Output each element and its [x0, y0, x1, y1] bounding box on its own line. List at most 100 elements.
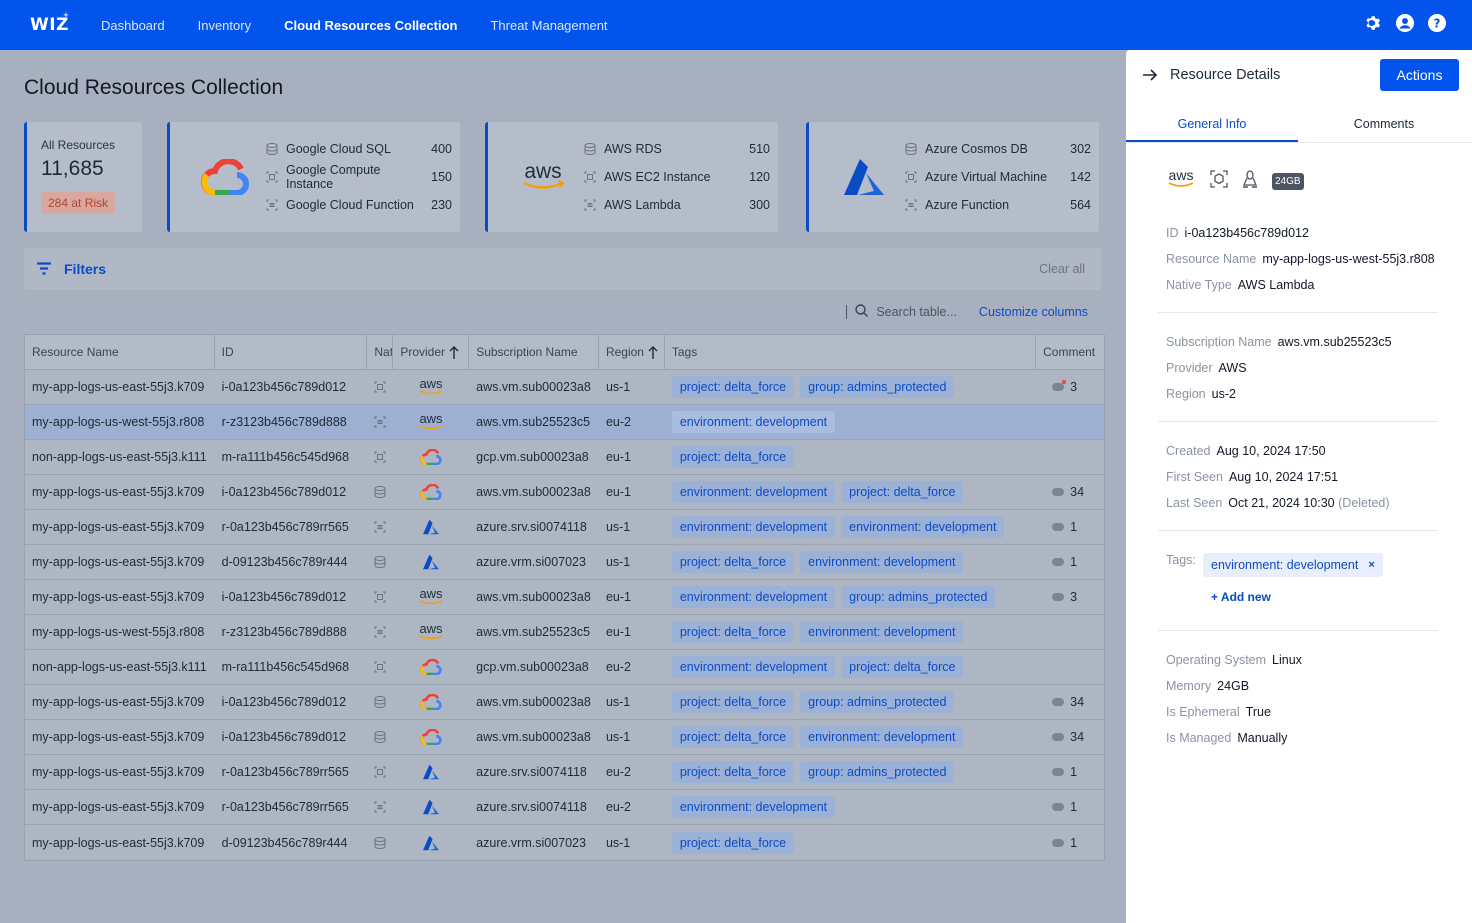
remove-tag-icon[interactable]: × — [1368, 559, 1375, 571]
cell-comment[interactable] — [1036, 440, 1104, 474]
tab-comments[interactable]: Comments — [1353, 117, 1415, 131]
cell-resource-name[interactable]: my-app-logs-us-east-55j3.k709 — [32, 800, 205, 814]
provider-row[interactable]: Google Cloud SQL 400 — [266, 140, 452, 158]
tab-general-info[interactable]: General Info — [1126, 108, 1298, 142]
provider-row[interactable]: AWS Lambda 300 — [584, 196, 770, 214]
table-row[interactable]: my-app-logs-us-east-55j3.k709 r-0a123b456… — [25, 790, 1104, 825]
tag-chip[interactable]: environment: development — [671, 516, 836, 538]
tag-chip[interactable]: group: admins_protected — [841, 586, 996, 608]
cell-resource-name[interactable]: my-app-logs-us-east-55j3.k709 — [32, 485, 205, 499]
tag-chip[interactable]: group: admins_protected — [800, 691, 955, 713]
table-row[interactable]: my-app-logs-us-east-55j3.k709 d-09123b456… — [25, 825, 1104, 860]
sort-up-icon[interactable] — [648, 345, 658, 359]
table-row[interactable]: my-app-logs-us-east-55j3.k709 i-0a123b456… — [25, 685, 1104, 720]
cell-resource-name[interactable]: my-app-logs-us-east-55j3.k709 — [32, 380, 205, 394]
nav-dashboard[interactable]: Dashboard — [101, 17, 165, 33]
cell-resource-name[interactable]: non-app-logs-us-east-55j3.k111 — [32, 660, 207, 674]
cell-comment[interactable] — [1036, 405, 1104, 439]
tag-chip[interactable]: group: admins_protected — [800, 761, 955, 783]
nav-inventory[interactable]: Inventory — [197, 17, 252, 33]
column-header-native-type[interactable]: Nat — [367, 335, 394, 369]
nav-cloud-resources-collection[interactable]: Cloud Resources Collection — [284, 17, 458, 33]
tag-chip[interactable]: group: admins_protected — [800, 376, 955, 398]
cell-comment[interactable]: 1 — [1036, 755, 1104, 789]
customize-columns-link[interactable]: Customize columns — [978, 305, 1088, 319]
azure-card[interactable]: Azure Cosmos DB 302 Azure Virtual Machin… — [806, 122, 1099, 232]
at-risk-badge[interactable]: 284 at Risk — [41, 192, 116, 214]
cell-resource-name[interactable]: my-app-logs-us-east-55j3.k709 — [32, 765, 205, 779]
cell-comment[interactable]: 3 — [1036, 580, 1104, 614]
cell-comment[interactable] — [1036, 615, 1104, 649]
table-row[interactable]: my-app-logs-us-east-55j3.k709 i-0a123b456… — [25, 475, 1104, 510]
resource-tag[interactable]: environment: development × — [1203, 553, 1383, 577]
user-icon[interactable] — [1396, 14, 1414, 32]
cell-resource-name[interactable]: my-app-logs-us-east-55j3.k709 — [32, 590, 205, 604]
all-resources-card[interactable]: All Resources 11,685 284 at Risk — [24, 122, 142, 232]
cell-resource-name[interactable]: my-app-logs-us-east-55j3.k709 — [32, 730, 205, 744]
tag-chip[interactable]: project: delta_force — [671, 551, 795, 573]
tag-chip[interactable]: project: delta_force — [671, 831, 795, 854]
clear-all-button[interactable]: Clear all — [1039, 262, 1085, 276]
collapse-arrow-icon[interactable] — [1142, 67, 1158, 88]
table-row[interactable]: my-app-logs-us-east-55j3.k709 r-0a123b456… — [25, 510, 1104, 545]
column-header-id[interactable]: ID — [215, 335, 368, 369]
column-header-subscription-name[interactable]: Subscription Name — [469, 335, 599, 369]
table-row[interactable]: non-app-logs-us-east-55j3.k111 m-ra111b45… — [25, 650, 1104, 685]
cell-comment[interactable]: 34 — [1036, 685, 1104, 719]
cell-comment[interactable]: 1 — [1036, 790, 1104, 824]
cell-comment[interactable]: 1 — [1036, 545, 1104, 579]
tag-chip[interactable]: project: delta_force — [671, 621, 795, 643]
tag-chip[interactable]: environment: development — [800, 726, 964, 748]
cell-resource-name[interactable]: my-app-logs-us-east-55j3.k709 — [32, 835, 205, 850]
cell-comment[interactable] — [1036, 650, 1104, 684]
provider-row[interactable]: Google Compute Instance 150 — [266, 163, 452, 191]
table-row[interactable]: my-app-logs-us-east-55j3.k709 d-09123b456… — [25, 545, 1104, 580]
table-row[interactable]: my-app-logs-us-east-55j3.k709 i-0a123b456… — [25, 370, 1104, 405]
column-header-provider[interactable]: Provider — [393, 335, 470, 369]
tag-chip[interactable]: environment: development — [841, 516, 1005, 538]
provider-row[interactable]: Azure Virtual Machine 142 — [905, 168, 1091, 186]
filters-bar[interactable]: Filters Clear all — [24, 248, 1101, 290]
sort-up-icon[interactable] — [449, 345, 459, 359]
provider-row[interactable]: Azure Cosmos DB 302 — [905, 140, 1091, 158]
provider-row[interactable]: AWS EC2 Instance 120 — [584, 168, 770, 186]
tag-chip[interactable]: environment: development — [671, 586, 836, 608]
table-row[interactable]: my-app-logs-us-east-55j3.k709 r-0a123b456… — [25, 755, 1104, 790]
table-row[interactable]: my-app-logs-us-west-55j3.r808 r-z3123b456… — [25, 615, 1104, 650]
tag-chip[interactable]: project: delta_force — [671, 691, 795, 713]
table-row[interactable]: my-app-logs-us-east-55j3.k709 i-0a123b456… — [25, 580, 1104, 615]
cell-comment[interactable]: 1 — [1036, 825, 1104, 860]
cell-resource-name[interactable]: my-app-logs-us-east-55j3.k709 — [32, 520, 205, 534]
nav-threat-management[interactable]: Threat Management — [490, 17, 608, 33]
search-icon[interactable] — [855, 304, 869, 320]
tag-chip[interactable]: environment: development — [671, 481, 836, 503]
cell-comment[interactable]: 34 — [1036, 720, 1104, 754]
table-row[interactable]: non-app-logs-us-east-55j3.k111 m-ra111b45… — [25, 440, 1104, 475]
column-header-region[interactable]: Region — [599, 335, 665, 369]
tag-chip[interactable]: project: delta_force — [841, 656, 964, 678]
column-header-resource-name[interactable]: Resource Name — [25, 335, 215, 369]
tag-chip[interactable]: environment: development — [671, 656, 836, 678]
aws-card[interactable]: aws AWS RDS 510 AWS EC2 Instance 120 AWS… — [485, 122, 778, 232]
search-table-input[interactable]: Search table... — [876, 305, 957, 319]
cell-resource-name[interactable]: my-app-logs-us-west-55j3.r808 — [32, 415, 205, 429]
column-header-comment[interactable]: Comment — [1043, 345, 1096, 359]
wiz-logo[interactable]: WIZ + — [30, 11, 70, 35]
add-new-tag-button[interactable]: + Add new — [1211, 590, 1271, 604]
tag-chip[interactable]: environment: development — [671, 411, 836, 433]
tag-chip[interactable]: project: delta_force — [841, 481, 964, 503]
table-row[interactable]: my-app-logs-us-east-55j3.k709 i-0a123b456… — [25, 720, 1104, 755]
cell-resource-name[interactable]: non-app-logs-us-east-55j3.k111 — [32, 450, 207, 464]
tag-chip[interactable]: environment: development — [800, 551, 964, 573]
tag-chip[interactable]: environment: development — [800, 621, 964, 643]
gear-icon[interactable] — [1364, 14, 1382, 32]
google-cloud-card[interactable]: Google Cloud SQL 400 Google Compute Inst… — [167, 122, 460, 232]
tag-chip[interactable]: project: delta_force — [671, 376, 795, 398]
tag-chip[interactable]: project: delta_force — [671, 446, 795, 468]
tag-chip[interactable]: project: delta_force — [671, 726, 795, 748]
cell-resource-name[interactable]: my-app-logs-us-east-55j3.k709 — [32, 555, 205, 569]
tag-chip[interactable]: environment: development — [671, 796, 836, 818]
provider-row[interactable]: Google Cloud Function 230 — [266, 196, 452, 214]
tag-chip[interactable]: project: delta_force — [671, 761, 795, 783]
provider-row[interactable]: Azure Function 564 — [905, 196, 1091, 214]
